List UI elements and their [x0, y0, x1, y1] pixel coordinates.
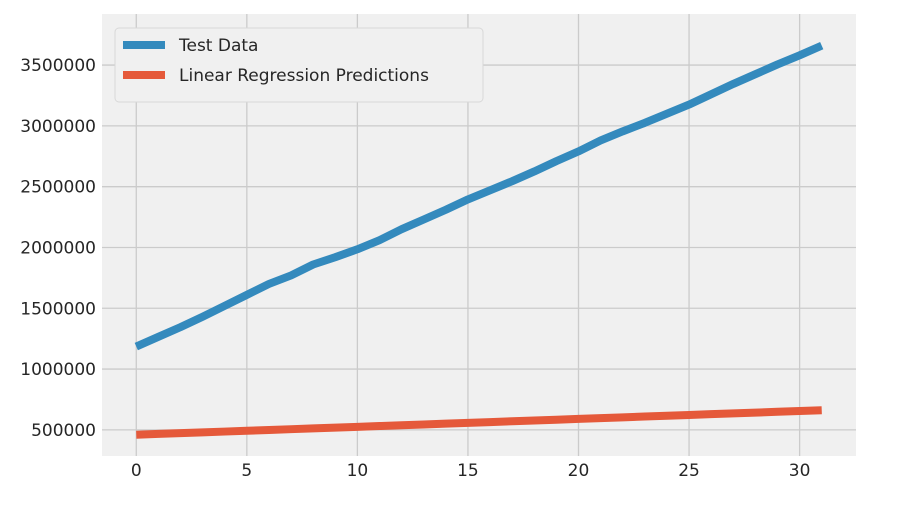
- x-tick-label: 15: [457, 461, 479, 481]
- legend-label: Linear Regression Predictions: [179, 66, 429, 86]
- y-tick-label: 2000000: [20, 238, 96, 258]
- legend-box: [114, 27, 484, 103]
- legend: Test Data Linear Regression Predictions: [114, 27, 484, 103]
- y-tick-label: 500000: [31, 421, 96, 441]
- series-line-linear-regression-predictions: [136, 406, 822, 439]
- x-tick-label: 30: [789, 461, 811, 481]
- x-tick-label: 0: [131, 461, 142, 481]
- y-tick-label: 1000000: [20, 360, 96, 380]
- x-tick-label: 25: [678, 461, 700, 481]
- legend-label: Test Data: [178, 36, 258, 56]
- y-tick-label: 3500000: [20, 56, 96, 76]
- y-tick-label: 3000000: [20, 117, 96, 137]
- x-axis-tick-labels: 0 5 10 15 20 25 30: [131, 461, 811, 481]
- series-lines: [134, 41, 824, 439]
- y-tick-label: 1500000: [20, 299, 96, 319]
- x-tick-label: 10: [347, 461, 369, 481]
- series-line-test-data: [134, 41, 824, 351]
- y-axis-tick-labels: 500000 1000000 1500000 2000000 2500000 300000…: [20, 56, 96, 441]
- x-tick-label: 20: [568, 461, 590, 481]
- y-tick-label: 2500000: [20, 178, 96, 198]
- x-tick-label: 5: [241, 461, 252, 481]
